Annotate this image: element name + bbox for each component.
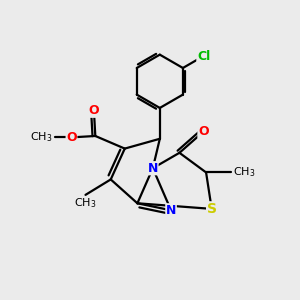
Text: S: S (207, 202, 217, 216)
Text: O: O (88, 104, 99, 117)
Text: O: O (198, 125, 208, 138)
Text: Cl: Cl (197, 50, 210, 63)
Text: CH$_3$: CH$_3$ (74, 196, 97, 210)
Text: CH$_3$: CH$_3$ (233, 166, 255, 179)
Text: N: N (148, 162, 158, 175)
Text: O: O (66, 131, 77, 144)
Text: N: N (166, 204, 176, 217)
Text: CH$_3$: CH$_3$ (30, 130, 52, 144)
